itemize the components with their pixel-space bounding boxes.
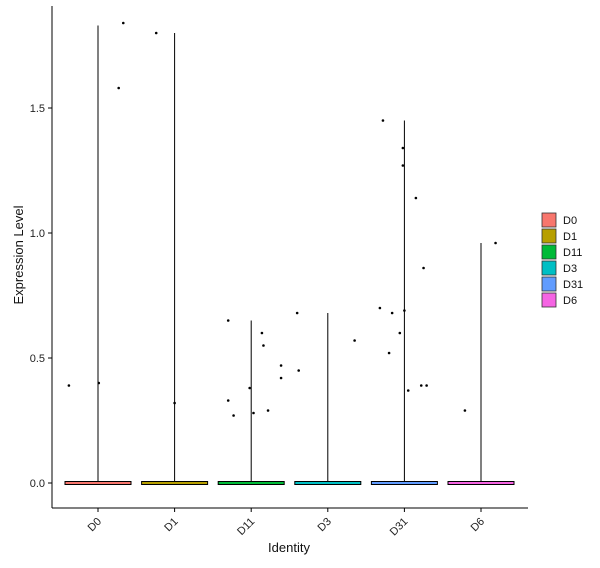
legend-label: D1 xyxy=(563,231,577,243)
data-point xyxy=(260,331,264,335)
data-point xyxy=(173,401,176,405)
data-point xyxy=(425,384,428,387)
data-point xyxy=(401,164,405,167)
legend-label: D6 xyxy=(563,295,577,307)
legend-key xyxy=(541,244,557,260)
data-point xyxy=(279,364,283,367)
x-axis-title: Identity xyxy=(268,540,310,555)
data-point xyxy=(252,411,255,415)
violin-body xyxy=(294,481,362,485)
violin-d11 xyxy=(217,320,285,485)
x-tick-label: D31 xyxy=(388,516,411,539)
legend-label: D0 xyxy=(563,215,577,227)
y-axis-title: Expression Level xyxy=(11,205,26,304)
data-point xyxy=(403,309,406,312)
violin-d31 xyxy=(370,120,438,485)
violin-d3 xyxy=(294,313,362,485)
legend-key xyxy=(541,212,557,228)
data-point xyxy=(117,86,120,90)
data-point xyxy=(232,414,235,417)
x-tick-label: D6 xyxy=(469,516,487,534)
data-point xyxy=(226,319,230,322)
data-point xyxy=(406,389,410,392)
legend-label: D31 xyxy=(563,279,583,291)
legend-label: D3 xyxy=(563,263,577,275)
data-point xyxy=(398,331,402,335)
x-tick-label: D11 xyxy=(235,516,257,538)
violin-body xyxy=(141,481,209,485)
legend-key xyxy=(541,276,557,292)
y-tick-label: 1.5 xyxy=(30,103,45,115)
x-tick-label: D3 xyxy=(315,516,333,534)
data-point xyxy=(353,339,356,342)
data-point xyxy=(494,241,497,245)
x-tick-label: D0 xyxy=(86,516,104,534)
violin-body xyxy=(447,481,515,485)
data-point xyxy=(279,376,283,380)
axes xyxy=(51,6,528,509)
data-point xyxy=(414,196,418,200)
data-point xyxy=(248,386,251,390)
violins xyxy=(64,25,515,485)
data-point xyxy=(463,409,467,412)
data-point xyxy=(226,399,230,402)
legend-key xyxy=(541,228,557,244)
data-point xyxy=(390,311,394,315)
y-tick-label: 0.0 xyxy=(30,478,45,490)
y-tick-label: 0.5 xyxy=(30,353,45,365)
violin-d6 xyxy=(447,243,515,485)
violin-body xyxy=(217,481,285,485)
data-point xyxy=(266,409,270,412)
y-axis-ticks: 0.0 0.5 1.0 1.5 xyxy=(30,103,52,490)
violin-body xyxy=(64,481,132,485)
y-tick-label: 1.0 xyxy=(30,228,45,240)
legend-label: D11 xyxy=(563,247,582,259)
violin-d1 xyxy=(141,33,209,485)
x-axis-ticks: D0 D1 D11 D3 D31 D6 xyxy=(86,508,487,538)
legend-key xyxy=(541,260,557,276)
legend: D0 D1 D11 D3 D31 D6 xyxy=(541,212,583,308)
jitter-points xyxy=(67,21,497,417)
violin-body xyxy=(370,481,438,485)
x-tick-label: D1 xyxy=(162,516,180,534)
data-point xyxy=(67,384,71,387)
data-point xyxy=(378,306,382,310)
data-point xyxy=(422,266,425,270)
data-point xyxy=(154,31,158,35)
violin-d0 xyxy=(64,25,132,485)
data-point xyxy=(297,369,300,372)
data-point xyxy=(262,344,265,347)
legend-key xyxy=(541,292,557,308)
data-point xyxy=(295,311,299,315)
data-point xyxy=(387,351,391,355)
data-point xyxy=(419,384,423,387)
data-point xyxy=(121,21,125,25)
data-point xyxy=(97,381,101,385)
data-point xyxy=(381,119,385,122)
data-point xyxy=(401,146,405,150)
